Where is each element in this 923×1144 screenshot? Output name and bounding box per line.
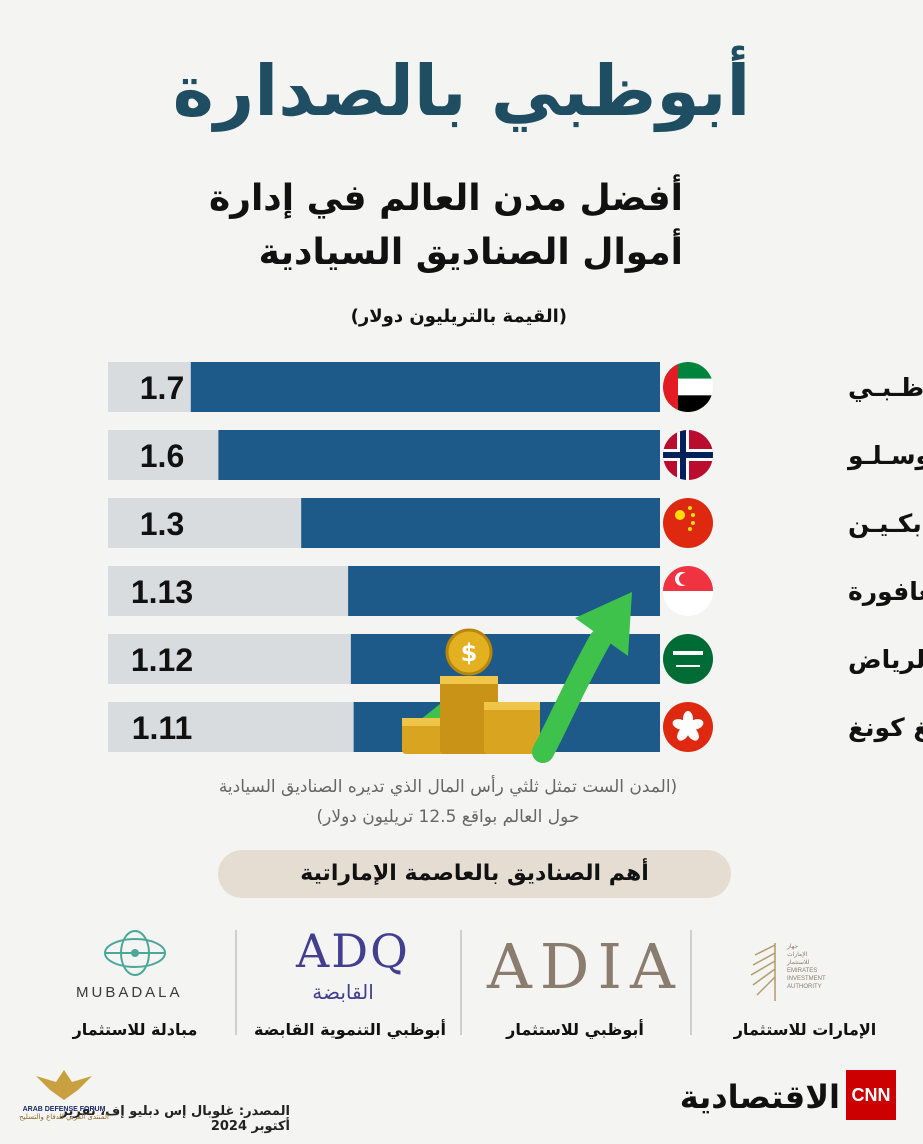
watermark: ARAB DEFENSE FORUM المنتدى العربي للدفاع…: [4, 1066, 124, 1121]
divider: [460, 930, 462, 1035]
footnote-line-2: حول العالم بواقع 12.5 تريليون دولار): [316, 807, 580, 827]
footnote-line-1: (المدن الست تمثل ثلثي رأس المال الذي تدي…: [218, 777, 678, 797]
mubadala-logo: MUBADALA: [76, 984, 183, 1001]
bar-row: 1.6 أوسـلـو: [108, 430, 923, 480]
adq-logo-arabic: القابضة: [312, 980, 374, 1004]
bar-chart: 1.7 أبـوظـبـي 1.6 أوسـلـو 1.3 بكـيـن 1.13 سنغاف…: [108, 362, 923, 763]
subtitle-line-1: أفضل مدن العالم في إدارة: [208, 178, 683, 219]
bar: [190, 362, 661, 412]
fund-caption-eia: الإمارات للاستثمار: [733, 1020, 877, 1039]
funds-heading: أهم الصناديق بالعاصمة الإماراتية: [218, 850, 731, 898]
hong-kong-flag-icon: [663, 702, 713, 752]
category-label: أوسـلـو: [846, 439, 923, 471]
bar-row: 1.12 الرياض: [108, 634, 923, 684]
source-note: المصدر: غلوبال إس دبليو إف، تقرير أكتوبر…: [60, 1104, 290, 1134]
category-label: أبـوظـبـي: [848, 371, 923, 403]
singapore-flag-icon: [663, 566, 713, 616]
subtitle-line-2: أموال الصناديق السيادية: [258, 232, 683, 273]
category-label: بكـيـن: [848, 509, 922, 539]
eagle-emblem-icon: [36, 1070, 92, 1100]
bar: [301, 498, 660, 548]
eia-logo-text: جهاز الإمارات للاستثمار EMIRATES INVESTM…: [787, 944, 826, 990]
bar-value-label: 1.13: [131, 574, 193, 610]
growth-arrow-icon: [532, 592, 632, 763]
mubadala-globe-icon: [104, 930, 166, 976]
adia-logo: ADIA: [487, 930, 683, 1003]
bar: [218, 430, 660, 480]
bar-value-label: 1.3: [140, 506, 184, 542]
fund-caption-adia: أبوظبي للاستثمار: [506, 1020, 644, 1039]
divider: [690, 930, 692, 1035]
subtitle: أفضل مدن العالم في إدارة أموال الصناديق …: [163, 172, 683, 280]
footnote: (المدن الست تمثل ثلثي رأس المال الذي تدي…: [168, 772, 728, 832]
bar-value-label: 1.12: [131, 642, 193, 678]
adq-logo: ADQ: [296, 924, 410, 978]
uae-flag-icon: [663, 362, 713, 412]
coins-illustration: $: [402, 628, 540, 754]
category-label: الرياض: [848, 645, 923, 675]
bar-value-label: 1.7: [140, 370, 184, 406]
bar-value-label: 1.6: [140, 438, 184, 474]
fund-caption-mubadala: مبادلة للاستثمار: [72, 1020, 198, 1039]
saudi-flag-icon: [663, 634, 713, 684]
page-title: أبوظبي بالصدارة: [172, 50, 751, 132]
bar-row: 1.7 أبـوظـبـي: [108, 362, 923, 412]
category-label: هونغ كونغ: [848, 713, 923, 743]
brand-name: الاقتصادية: [679, 1078, 840, 1116]
divider: [235, 930, 237, 1035]
category-label: سنغافورة: [848, 577, 923, 607]
bar-value-label: 1.11: [132, 710, 193, 746]
bar-row: 1.13 سنغافورة: [108, 566, 923, 616]
cnn-logo: CNN: [846, 1070, 896, 1120]
fund-caption-adq: أبوظبي التنموية القابضة: [254, 1020, 446, 1039]
bar-row: 1.3 بكـيـن: [108, 498, 922, 548]
china-flag-icon: [663, 498, 713, 548]
eia-emblem-icon: [750, 943, 776, 1001]
svg-text:$: $: [461, 639, 478, 667]
unit-note: (القيمة بالتريليون دولار): [350, 306, 567, 327]
eia-logo: جهاز الإمارات للاستثمار EMIRATES INVESTM…: [745, 935, 865, 1005]
norway-flag-icon: [663, 430, 713, 480]
